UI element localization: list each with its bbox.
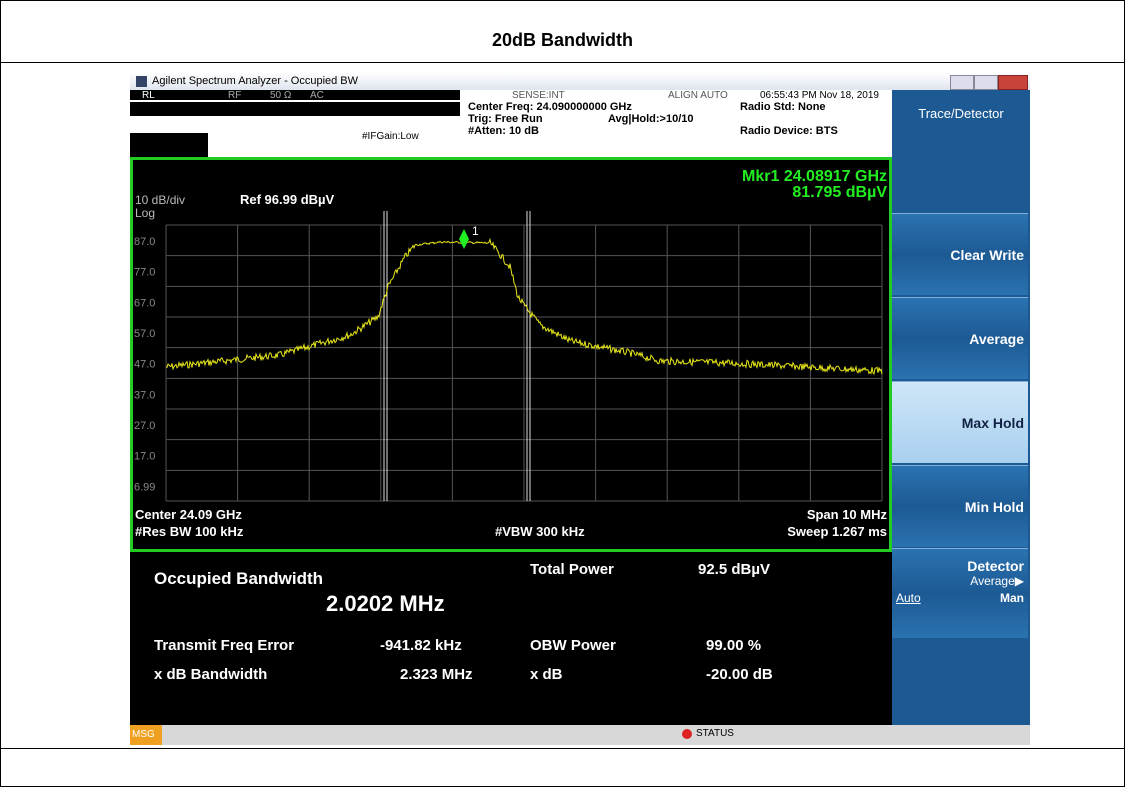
y-axis-label: 17.0 xyxy=(134,451,155,463)
obw-label: Occupied Bandwidth xyxy=(154,569,324,588)
y-axis-label: 37.0 xyxy=(134,389,155,401)
y-axis-label: 67.0 xyxy=(134,297,155,309)
center: Center 24.09 GHz xyxy=(135,507,242,522)
marker xyxy=(459,229,469,249)
min-button[interactable] xyxy=(950,75,974,90)
atten: #Atten: 10 dB xyxy=(468,125,539,137)
ref-level: Ref 96.99 dBµV xyxy=(240,192,335,207)
header xyxy=(130,90,892,157)
center-freq: Center Freq: 24.090000000 GHz xyxy=(468,101,632,113)
coupling: AC xyxy=(310,90,324,101)
softkey[interactable]: Average xyxy=(892,297,1028,379)
y-axis-label: 57.0 xyxy=(134,328,155,340)
softkey[interactable]: Max Hold xyxy=(892,381,1028,463)
y-axis-label: 6.99 xyxy=(134,481,155,493)
ifgain: #IFGain:Low xyxy=(362,131,419,142)
impedance: 50 Ω xyxy=(270,90,292,101)
softkey[interactable]: Clear Write xyxy=(892,213,1028,295)
sense: SENSE:INT xyxy=(512,90,565,101)
scale: 10 dB/div xyxy=(135,193,185,207)
rf: RF xyxy=(228,90,242,101)
rule xyxy=(0,748,1125,749)
title-bar xyxy=(130,73,1030,90)
timestamp: 06:55:43 PM Nov 18, 2019 xyxy=(760,90,879,101)
radio-device: Radio Device: BTS xyxy=(740,125,838,137)
radio-std: Radio Std: None xyxy=(740,101,826,113)
man: Man xyxy=(1000,591,1024,605)
trig: Trig: Free Run xyxy=(468,113,543,125)
status-icon xyxy=(682,729,692,739)
xdb-label: x dB xyxy=(530,666,563,683)
avg-hold: Avg|Hold:>10/10 xyxy=(608,113,694,125)
xdb-value: -20.00 dB xyxy=(706,666,773,683)
softkey[interactable]: Min Hold xyxy=(892,465,1028,547)
header-block xyxy=(130,102,460,116)
auto: Auto xyxy=(896,591,921,605)
header-block xyxy=(130,133,208,157)
marker-level: 81.795 dBµV xyxy=(792,184,887,201)
rl: RL xyxy=(142,90,155,101)
status: STATUS xyxy=(696,728,734,739)
app-icon xyxy=(136,76,147,87)
max-button[interactable] xyxy=(974,75,998,90)
window-title: Agilent Spectrum Analyzer - Occupied BW xyxy=(152,75,359,87)
msg: MSG xyxy=(130,725,162,745)
status-bar xyxy=(130,725,1030,745)
detector: Detector xyxy=(967,558,1024,574)
close-button[interactable] xyxy=(998,75,1028,90)
graph: 10 dB/div Ref 96.99 dBµV Log Mkr1 24.089… xyxy=(130,157,892,552)
sweep: Sweep 1.267 ms xyxy=(787,524,887,539)
doc-title: 20dB Bandwidth xyxy=(491,30,633,50)
marker-id: 1 xyxy=(472,224,479,238)
vbw: #VBW 300 kHz xyxy=(495,524,585,539)
obw-power-value: 99.00 % xyxy=(706,637,762,654)
span: Span 10 MHz xyxy=(807,507,888,522)
menu-title: Trace/Detector xyxy=(918,106,1004,121)
total-power-value: 92.5 dBµV xyxy=(698,561,771,578)
screenshot: Agilent Spectrum Analyzer - Occupied BW … xyxy=(130,73,1030,745)
marker-freq: Mkr1 24.08917 GHz xyxy=(742,168,887,185)
detector-key[interactable]: Detector Average▶ Auto Man xyxy=(892,548,1028,638)
total-power-label: Total Power xyxy=(530,561,614,578)
results: Occupied Bandwidth 2.0202 MHz Total Powe… xyxy=(130,553,892,718)
xdb-bw-value: 2.323 MHz xyxy=(400,666,473,683)
y-axis-label: 47.0 xyxy=(134,359,155,371)
obw-value: 2.0202 MHz xyxy=(326,591,445,616)
y-axis-label: 77.0 xyxy=(134,267,155,279)
log: Log xyxy=(135,206,155,220)
y-axis-label: 87.0 xyxy=(134,236,155,248)
graph-border xyxy=(130,157,892,552)
detector-value: Average▶ xyxy=(970,574,1024,588)
freq-error-value: -941.82 kHz xyxy=(380,637,462,654)
res-bw: #Res BW 100 kHz xyxy=(135,524,244,539)
obw-power-label: OBW Power xyxy=(530,637,616,654)
xdb-bw-label: x dB Bandwidth xyxy=(154,666,268,683)
header-left-black xyxy=(130,90,460,100)
align: ALIGN AUTO xyxy=(668,90,728,101)
freq-error-label: Transmit Freq Error xyxy=(154,637,295,654)
rule xyxy=(0,62,1125,63)
y-axis-label: 27.0 xyxy=(134,420,155,432)
trace xyxy=(165,237,883,375)
